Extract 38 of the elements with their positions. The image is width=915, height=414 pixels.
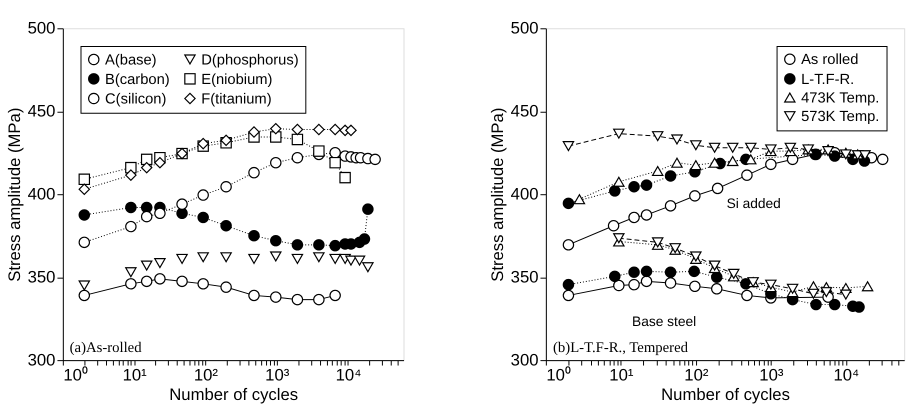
y-tick-label: 400 xyxy=(28,184,56,204)
legend-label: B(carbon) xyxy=(105,72,170,88)
y-tick-label: 500 xyxy=(28,18,56,38)
y-tick-label: 300 xyxy=(28,350,56,370)
x-tick-label: 10⁴ xyxy=(336,365,362,384)
legend-label: 473K Temp. xyxy=(801,90,880,106)
x-tick-label: 10⁰ xyxy=(63,365,88,384)
annotation: (b)L-T.F-R., Tempered xyxy=(553,340,689,356)
legend-label: 573K Temp. xyxy=(801,109,880,126)
x-tick-label: 10⁰ xyxy=(546,365,571,384)
legend-label: As rolled xyxy=(801,52,858,68)
x-tick-label: 10³ xyxy=(759,365,784,384)
legend-label: L-T.F-R. xyxy=(801,72,854,88)
y-tick-label: 350 xyxy=(28,268,56,287)
x-axis-title: Number of cycles xyxy=(661,384,790,404)
y-tick-label: 450 xyxy=(28,102,56,121)
annotation: Si added xyxy=(726,196,781,212)
x-tick-label: 10³ xyxy=(265,365,290,384)
y-tick-label: 350 xyxy=(510,268,538,287)
legend-label: F(titanium) xyxy=(201,91,272,108)
legend-label: A(base) xyxy=(105,52,157,68)
x-tick-label: 10² xyxy=(684,365,709,384)
y-tick-label: 400 xyxy=(510,184,538,204)
y-tick-label: 450 xyxy=(510,102,538,121)
y-tick-label: 300 xyxy=(510,350,538,370)
annotation: Base steel xyxy=(632,314,696,329)
x-tick-label: 10¹ xyxy=(609,365,634,384)
y-axis-title: Stress amplitude (MPa) xyxy=(488,108,507,282)
legend-label: D(phosphorus) xyxy=(201,52,299,68)
x-axis-title: Number of cycles xyxy=(169,384,298,404)
x-tick-label: 10⁴ xyxy=(833,365,860,384)
legend-label: E(niobium) xyxy=(201,72,272,88)
legend-label: C(silicon) xyxy=(105,91,166,108)
x-tick-label: 10¹ xyxy=(122,365,148,384)
annotation: (a)As-rolled xyxy=(70,340,142,356)
y-tick-label: 500 xyxy=(510,18,538,38)
y-axis-title: Stress amplitude (MPa) xyxy=(4,108,24,282)
x-tick-label: 10² xyxy=(194,365,218,384)
